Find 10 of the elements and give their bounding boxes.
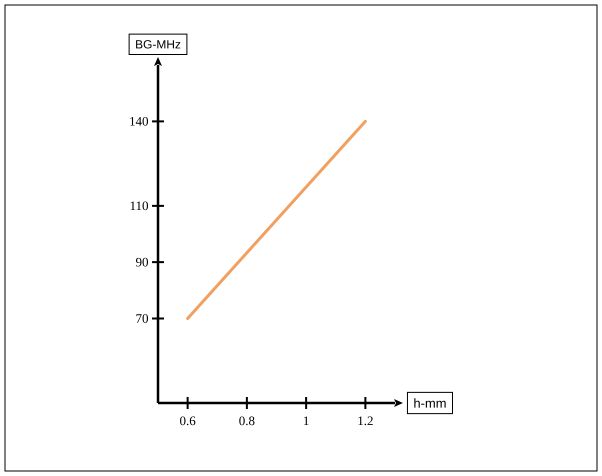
x-tick-label: 1.2 (358, 416, 373, 426)
y-axis-title: BG-MHz (136, 40, 180, 49)
y-tick-label: 70 (136, 314, 148, 323)
y-tick-label: 140 (130, 116, 148, 126)
y-tick-label: 110 (130, 201, 148, 210)
y-tick-label: 90 (136, 258, 148, 267)
x-tick-label: 0.6 (180, 416, 196, 426)
x-tick-label: 1 (304, 416, 309, 426)
x-tick-label: 0.8 (239, 416, 254, 426)
x-axis-title: h-mm (414, 398, 446, 408)
